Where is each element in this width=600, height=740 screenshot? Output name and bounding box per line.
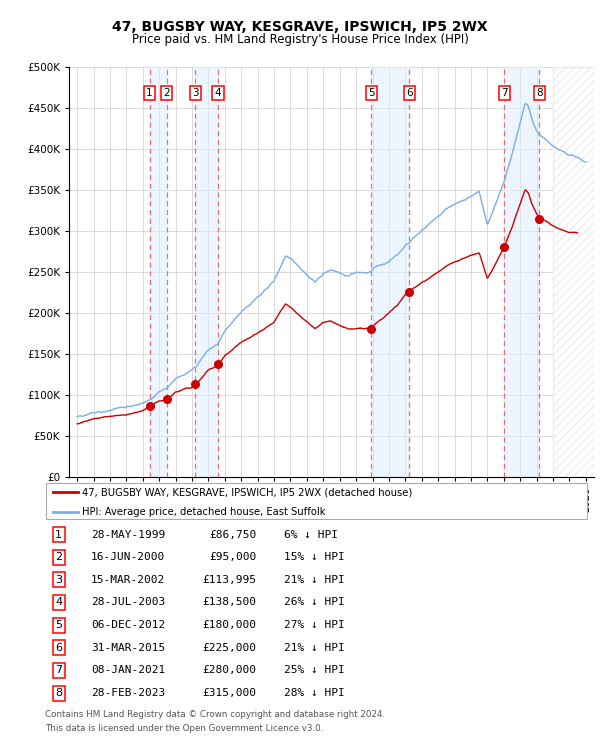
Text: Price paid vs. HM Land Registry's House Price Index (HPI): Price paid vs. HM Land Registry's House … bbox=[131, 33, 469, 46]
Text: 6: 6 bbox=[406, 88, 413, 98]
Text: £86,750: £86,750 bbox=[209, 530, 257, 539]
Text: 08-JAN-2021: 08-JAN-2021 bbox=[91, 665, 166, 676]
Text: 47, BUGSBY WAY, KESGRAVE, IPSWICH, IP5 2WX (detached house): 47, BUGSBY WAY, KESGRAVE, IPSWICH, IP5 2… bbox=[82, 487, 412, 497]
Text: 16-JUN-2000: 16-JUN-2000 bbox=[91, 552, 166, 562]
Text: 4: 4 bbox=[215, 88, 221, 98]
Text: 28% ↓ HPI: 28% ↓ HPI bbox=[284, 688, 344, 698]
Bar bbox=[371, 67, 409, 477]
Text: Contains HM Land Registry data © Crown copyright and database right 2024.: Contains HM Land Registry data © Crown c… bbox=[45, 710, 385, 719]
Bar bbox=[149, 67, 167, 477]
Text: 21% ↓ HPI: 21% ↓ HPI bbox=[284, 643, 344, 653]
Text: £113,995: £113,995 bbox=[203, 575, 257, 585]
Bar bbox=[553, 67, 594, 477]
Text: 21% ↓ HPI: 21% ↓ HPI bbox=[284, 575, 344, 585]
Text: HPI: Average price, detached house, East Suffolk: HPI: Average price, detached house, East… bbox=[82, 507, 325, 517]
Text: 1: 1 bbox=[55, 530, 62, 539]
Text: 15% ↓ HPI: 15% ↓ HPI bbox=[284, 552, 344, 562]
Text: £315,000: £315,000 bbox=[203, 688, 257, 698]
Text: 15-MAR-2002: 15-MAR-2002 bbox=[91, 575, 166, 585]
Text: £225,000: £225,000 bbox=[203, 643, 257, 653]
Text: 2: 2 bbox=[55, 552, 62, 562]
Text: 5: 5 bbox=[55, 620, 62, 630]
Bar bbox=[196, 67, 218, 477]
Text: £138,500: £138,500 bbox=[203, 597, 257, 608]
Text: 28-FEB-2023: 28-FEB-2023 bbox=[91, 688, 166, 698]
Text: £280,000: £280,000 bbox=[203, 665, 257, 676]
Text: 3: 3 bbox=[192, 88, 199, 98]
Text: 7: 7 bbox=[501, 88, 508, 98]
Text: 8: 8 bbox=[55, 688, 62, 698]
Text: 28-JUL-2003: 28-JUL-2003 bbox=[91, 597, 166, 608]
Text: 7: 7 bbox=[55, 665, 62, 676]
Text: 6% ↓ HPI: 6% ↓ HPI bbox=[284, 530, 338, 539]
Text: £95,000: £95,000 bbox=[209, 552, 257, 562]
FancyBboxPatch shape bbox=[46, 482, 587, 519]
Text: 28-MAY-1999: 28-MAY-1999 bbox=[91, 530, 166, 539]
Text: £180,000: £180,000 bbox=[203, 620, 257, 630]
Text: 6: 6 bbox=[55, 643, 62, 653]
Text: 26% ↓ HPI: 26% ↓ HPI bbox=[284, 597, 344, 608]
Text: 5: 5 bbox=[368, 88, 374, 98]
Text: 8: 8 bbox=[536, 88, 542, 98]
Text: 4: 4 bbox=[55, 597, 62, 608]
Text: 1: 1 bbox=[146, 88, 153, 98]
Text: 27% ↓ HPI: 27% ↓ HPI bbox=[284, 620, 344, 630]
Text: 3: 3 bbox=[55, 575, 62, 585]
Text: 25% ↓ HPI: 25% ↓ HPI bbox=[284, 665, 344, 676]
Text: 06-DEC-2012: 06-DEC-2012 bbox=[91, 620, 166, 630]
Text: 31-MAR-2015: 31-MAR-2015 bbox=[91, 643, 166, 653]
Text: This data is licensed under the Open Government Licence v3.0.: This data is licensed under the Open Gov… bbox=[45, 724, 323, 733]
Bar bbox=[504, 67, 539, 477]
Text: 47, BUGSBY WAY, KESGRAVE, IPSWICH, IP5 2WX: 47, BUGSBY WAY, KESGRAVE, IPSWICH, IP5 2… bbox=[112, 20, 488, 34]
Bar bbox=[553, 67, 594, 477]
Text: 2: 2 bbox=[163, 88, 170, 98]
